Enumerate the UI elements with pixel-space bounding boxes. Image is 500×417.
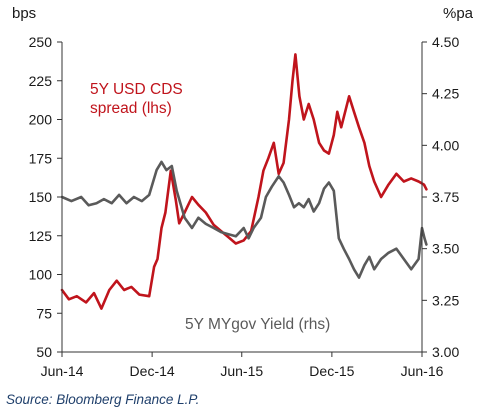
mygov-yield-label: 5Y MYgov Yield (rhs) <box>185 316 330 333</box>
left-tick-label: 50 <box>36 344 52 360</box>
left-tick-label: 250 <box>29 34 53 50</box>
right-axis-unit: %pa <box>443 5 474 22</box>
right-tick-label: 3.50 <box>432 241 459 257</box>
series-annotations: 5Y USD CDS spread (lhs) 5Y MYgov Yield (rh… <box>90 81 330 333</box>
source-note: Source: Bloomberg Finance L.P. <box>6 392 200 407</box>
x-tick-label: Jun-15 <box>220 363 263 379</box>
left-tick-label: 75 <box>36 305 52 321</box>
right-tick-label: 3.00 <box>432 344 459 360</box>
left-tick-label: 125 <box>29 228 53 244</box>
x-tick-label: Jun-14 <box>41 363 84 379</box>
right-tick-label: 4.00 <box>432 137 459 153</box>
left-axis: 50 75 100 125 150 175 200 225 250 <box>29 34 62 360</box>
cds-spread-label: spread (lhs) <box>90 100 172 117</box>
left-tick-label: 100 <box>29 267 53 283</box>
x-axis: Jun-14 Dec-14 Jun-15 Dec-15 Jun-16 <box>41 352 444 379</box>
right-axis: 3.00 3.25 3.50 3.75 4.00 4.25 4.50 <box>422 34 459 360</box>
right-tick-label: 4.50 <box>432 34 459 50</box>
mygov-yield-line <box>60 160 428 279</box>
x-tick-label: Jun-16 <box>401 363 444 379</box>
right-tick-label: 3.75 <box>432 189 459 205</box>
plot-area <box>60 53 428 310</box>
left-tick-label: 175 <box>29 150 53 166</box>
x-tick-label: Dec-14 <box>130 363 175 379</box>
left-tick-label: 150 <box>29 189 53 205</box>
left-axis-unit: bps <box>12 5 36 22</box>
left-tick-label: 225 <box>29 73 53 89</box>
right-tick-label: 4.25 <box>432 86 459 102</box>
cds-spread-label: 5Y USD CDS <box>90 81 183 98</box>
right-tick-label: 3.25 <box>432 292 459 308</box>
cds-spread-line <box>60 53 428 310</box>
left-tick-label: 200 <box>29 112 53 128</box>
x-tick-label: Dec-15 <box>309 363 354 379</box>
